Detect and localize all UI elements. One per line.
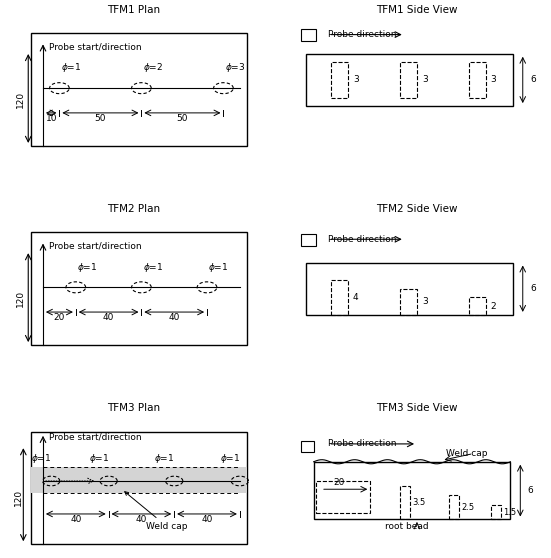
Text: Probe direction: Probe direction	[328, 30, 397, 39]
Text: $\phi$=1: $\phi$=1	[208, 261, 229, 273]
Text: 6: 6	[530, 75, 536, 84]
Text: Probe start/direction: Probe start/direction	[49, 432, 142, 441]
Text: 40: 40	[169, 313, 180, 323]
Bar	[31, 33, 247, 146]
Title: TFM1 Plan: TFM1 Plan	[107, 4, 160, 15]
Text: 3: 3	[422, 75, 428, 84]
Text: 3: 3	[491, 75, 496, 84]
Text: Probe direction: Probe direction	[328, 235, 397, 244]
Bar	[31, 467, 247, 493]
Text: 2: 2	[491, 301, 496, 311]
Text: 40: 40	[201, 515, 213, 524]
Bar	[301, 29, 316, 41]
Text: 50: 50	[177, 114, 188, 123]
Bar	[469, 297, 486, 315]
Text: $\phi$=1: $\phi$=1	[77, 261, 98, 273]
Bar	[31, 431, 247, 544]
Title: TFM1 Side View: TFM1 Side View	[376, 4, 458, 15]
Text: 4: 4	[353, 293, 359, 302]
Text: 120: 120	[16, 290, 25, 307]
Text: Weld cap: Weld cap	[125, 492, 188, 531]
Text: 1.5: 1.5	[503, 508, 516, 517]
Text: $\phi$=1: $\phi$=1	[61, 61, 81, 74]
Text: $\phi$=1: $\phi$=1	[154, 451, 175, 464]
Text: $\phi$=1: $\phi$=1	[143, 261, 163, 273]
Bar	[331, 280, 348, 315]
Title: TFM2 Plan: TFM2 Plan	[107, 204, 160, 214]
Text: $\phi$=1: $\phi$=1	[31, 451, 52, 464]
Text: $\phi$=1: $\phi$=1	[220, 451, 240, 464]
Bar	[449, 496, 459, 519]
Text: 50: 50	[95, 114, 106, 123]
Text: Probe direction: Probe direction	[328, 439, 397, 449]
Text: 3: 3	[353, 75, 359, 84]
Bar	[399, 486, 409, 519]
Bar	[469, 62, 486, 98]
Bar	[306, 263, 513, 315]
Title: TFM2 Side View: TFM2 Side View	[376, 204, 458, 214]
Text: root bead: root bead	[385, 522, 429, 531]
Bar	[314, 462, 510, 519]
Text: Probe start/direction: Probe start/direction	[49, 242, 142, 251]
Text: 40: 40	[136, 515, 147, 524]
Bar	[331, 62, 348, 98]
Text: $\phi$=3: $\phi$=3	[225, 61, 245, 74]
Bar	[491, 505, 501, 519]
Bar	[306, 54, 513, 106]
Title: TFM3 Plan: TFM3 Plan	[107, 403, 160, 413]
Text: Weld cap: Weld cap	[446, 449, 488, 458]
Bar	[399, 62, 417, 98]
Text: 20: 20	[53, 313, 65, 323]
Text: 40: 40	[70, 515, 82, 524]
Text: 3.5: 3.5	[412, 498, 425, 507]
Title: TFM3 Side View: TFM3 Side View	[376, 403, 458, 413]
Bar	[301, 234, 316, 246]
Text: 20: 20	[333, 478, 345, 487]
Bar	[31, 232, 247, 345]
Text: 3: 3	[422, 297, 428, 306]
Text: 2.5: 2.5	[461, 503, 474, 512]
Text: Probe start/direction: Probe start/direction	[49, 42, 142, 51]
Text: 40: 40	[103, 313, 114, 323]
Text: 120: 120	[13, 489, 23, 506]
Text: 6: 6	[530, 284, 536, 293]
Text: 10: 10	[45, 114, 57, 123]
Text: $\phi$=1: $\phi$=1	[89, 451, 109, 464]
Bar	[301, 441, 314, 452]
Text: 6: 6	[528, 486, 533, 495]
Text: $\phi$=2: $\phi$=2	[143, 61, 163, 74]
Bar	[316, 481, 370, 513]
Text: 120: 120	[16, 90, 25, 108]
Bar	[399, 288, 417, 315]
